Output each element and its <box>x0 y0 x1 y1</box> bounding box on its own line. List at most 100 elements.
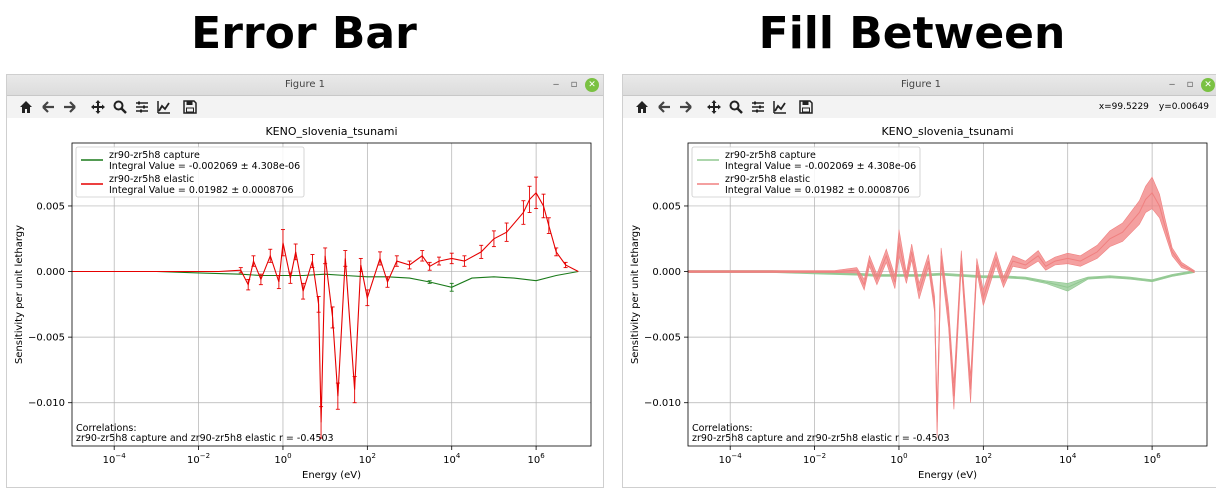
series-elastic <box>687 176 1195 439</box>
save-button[interactable] <box>797 98 815 116</box>
home-button[interactable] <box>17 98 35 116</box>
cursor-y-readout: y=0.00649 <box>1158 102 1209 112</box>
x-tick-base: 10 <box>443 455 456 466</box>
x-tick-base: 10 <box>528 455 541 466</box>
close-button[interactable]: ✕ <box>1201 78 1215 92</box>
edit-curves-icon <box>157 101 170 114</box>
pan-button[interactable] <box>705 98 723 116</box>
x-tick-base: 10 <box>359 455 372 466</box>
subplots-icon <box>752 101 764 113</box>
save-button[interactable] <box>181 98 199 116</box>
forward-arrow-icon <box>64 101 76 113</box>
minimize-button[interactable]: ‒ <box>1168 79 1176 90</box>
y-tick-label: 0.000 <box>652 267 681 278</box>
x-tick-label: 106 <box>528 452 546 466</box>
home-button[interactable] <box>633 98 651 116</box>
home-icon <box>636 101 648 113</box>
chart-title: KENO_slovenia_tsunami <box>265 125 397 138</box>
minimize-button[interactable]: ‒ <box>552 79 560 90</box>
y-tick-label: 0.005 <box>36 201 65 212</box>
y-tick-label: −0.010 <box>28 398 65 409</box>
legend-series-name: zr90-zr5h8 capture <box>725 150 816 161</box>
x-tick-exponent: 0 <box>903 452 907 460</box>
x-tick-label: 104 <box>443 452 461 466</box>
forward-button[interactable] <box>61 98 79 116</box>
close-button[interactable]: ✕ <box>585 78 599 92</box>
window-title: Figure 1 <box>900 79 942 90</box>
pan-icon <box>707 100 721 114</box>
y-tick-label: −0.005 <box>28 333 65 344</box>
zoom-button[interactable] <box>111 98 129 116</box>
edit-curves-button[interactable] <box>771 98 789 116</box>
back-arrow-icon <box>42 101 54 113</box>
toolbar <box>7 96 603 118</box>
x-tick-base: 10 <box>1144 455 1157 466</box>
left-heading: Error Bar <box>191 8 417 59</box>
x-tick-label: 10−4 <box>103 452 127 466</box>
zoom-icon <box>113 100 127 114</box>
pan-button[interactable] <box>89 98 107 116</box>
x-tick-exponent: 2 <box>371 452 375 460</box>
x-tick-base: 10 <box>1059 455 1072 466</box>
legend-integral-value: Integral Value = -0.002069 ± 4.308e-06 <box>109 161 300 172</box>
save-icon <box>183 100 197 114</box>
x-tick-exponent: 6 <box>1156 452 1161 460</box>
plot-frame <box>71 142 592 447</box>
chart-title: KENO_slovenia_tsunami <box>881 125 1013 138</box>
legend-box <box>75 146 305 198</box>
x-tick-exponent: 2 <box>987 452 991 460</box>
back-button[interactable] <box>39 98 57 116</box>
y-tick-label: −0.010 <box>644 398 681 409</box>
correlation-annotation: zr90-zr5h8 capture and zr90-zr5h8 elasti… <box>76 433 334 444</box>
x-tick-label: 10−4 <box>719 452 743 466</box>
subplots-icon <box>136 101 148 113</box>
x-tick-label: 100 <box>890 452 907 466</box>
window-titlebar: Figure 1 ‒ ▫ ✕ <box>623 75 1216 96</box>
series-line <box>688 191 1195 423</box>
restore-button[interactable]: ▫ <box>1186 79 1194 90</box>
x-tick-label: 102 <box>975 452 992 466</box>
figure-window-errorbar: Figure 1 ‒ ▫ ✕ KENO_slovenia_tsunami 10−4… <box>6 74 604 488</box>
forward-button[interactable] <box>677 98 695 116</box>
legend-integral-value: Integral Value = 0.01982 ± 0.0008706 <box>109 185 294 196</box>
cursor-coordinates: x=99.5229 y=0.00649 <box>1089 96 1209 118</box>
x-tick-label: 10−2 <box>803 452 826 466</box>
x-tick-exponent: 0 <box>287 452 291 460</box>
legend-integral-value: Integral Value = -0.002069 ± 4.308e-06 <box>725 161 916 172</box>
correlation-annotation: zr90-zr5h8 capture and zr90-zr5h8 elasti… <box>692 433 950 444</box>
x-tick-base: 10 <box>274 455 287 466</box>
x-tick-base: 10 <box>890 455 903 466</box>
back-button[interactable] <box>655 98 673 116</box>
zoom-button[interactable] <box>727 98 745 116</box>
x-tick-exponent: 4 <box>1072 452 1077 460</box>
edit-curves-button[interactable] <box>155 98 173 116</box>
x-tick-label: 106 <box>1144 452 1162 466</box>
y-tick-label: −0.005 <box>644 333 681 344</box>
x-tick-base: 10 <box>103 455 116 466</box>
subplots-button[interactable] <box>749 98 767 116</box>
forward-arrow-icon <box>680 101 692 113</box>
y-tick-label: 0.000 <box>36 267 65 278</box>
restore-button[interactable]: ▫ <box>570 79 578 90</box>
save-icon <box>799 100 813 114</box>
legend-series-name: zr90-zr5h8 elastic <box>725 174 810 185</box>
x-axis-label: Energy (eV) <box>302 470 361 481</box>
series-elastic <box>72 176 579 439</box>
y-tick-label: 0.005 <box>652 201 681 212</box>
correlation-annotation: Correlations: <box>692 423 753 434</box>
back-arrow-icon <box>658 101 670 113</box>
x-tick-label: 100 <box>274 452 291 466</box>
series-fill-band <box>687 176 1195 439</box>
plot-frame <box>687 142 1208 447</box>
x-tick-label: 102 <box>359 452 376 466</box>
right-heading: Fill Between <box>758 8 1066 59</box>
y-axis-label: Sensitivity per unit lethargy <box>14 225 25 364</box>
series-capture <box>72 270 579 292</box>
x-tick-exponent: 4 <box>456 452 461 460</box>
subplots-button[interactable] <box>133 98 151 116</box>
x-tick-exponent: −2 <box>200 452 210 460</box>
